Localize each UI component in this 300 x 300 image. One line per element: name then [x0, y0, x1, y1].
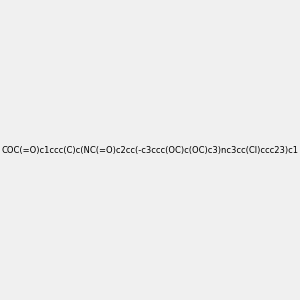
Text: COC(=O)c1ccc(C)c(NC(=O)c2cc(-c3ccc(OC)c(OC)c3)nc3cc(Cl)ccc23)c1: COC(=O)c1ccc(C)c(NC(=O)c2cc(-c3ccc(OC)c(…: [2, 146, 298, 154]
